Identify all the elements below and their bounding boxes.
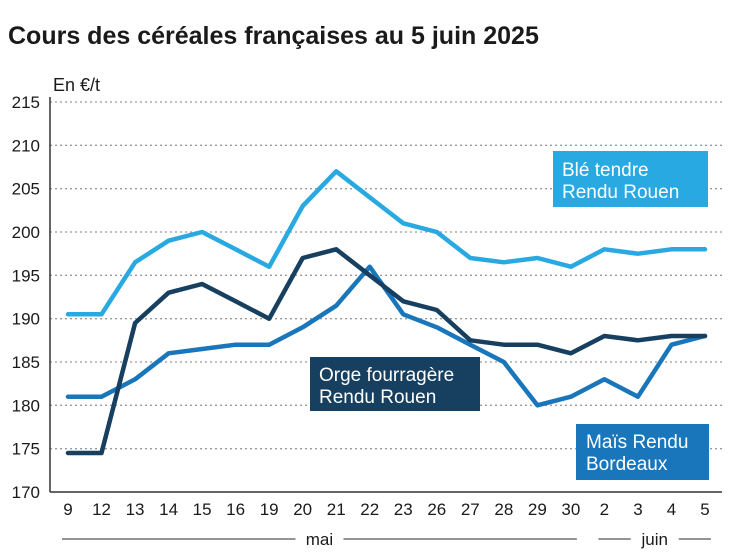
y-tick-label: 195	[12, 266, 40, 285]
month-label: juin	[640, 530, 667, 549]
month-label: mai	[306, 530, 333, 549]
x-tick-label: 27	[461, 500, 480, 519]
y-tick-label: 170	[12, 483, 40, 502]
x-tick-label: 19	[260, 500, 279, 519]
x-tick-label: 23	[394, 500, 413, 519]
x-tick-label: 4	[667, 500, 676, 519]
y-axis-ticks: 170 175 180 185 190 195 200 205 210 215	[12, 93, 40, 502]
x-tick-label: 15	[193, 500, 212, 519]
x-tick-label: 3	[633, 500, 642, 519]
y-tick-label: 185	[12, 353, 40, 372]
series-line-0	[65, 169, 708, 317]
series-label-box-0	[553, 151, 708, 207]
x-tick-label: 28	[494, 500, 513, 519]
series-label-box-1	[310, 357, 480, 411]
series-label-text: Bordeaux	[586, 454, 668, 475]
x-tick-label: 29	[528, 500, 547, 519]
y-tick-label: 210	[12, 136, 40, 155]
x-tick-label: 5	[700, 500, 709, 519]
x-axis: 9 12 13 14 15 16 19 20 21 22 23 26 27 28 29 30 2 3 4 5	[63, 500, 709, 519]
series-label-text: Rendu Rouen	[562, 182, 679, 203]
series-label-text: Maïs Rendu	[586, 432, 688, 453]
x-tick-label: 22	[360, 500, 379, 519]
y-tick-label: 180	[12, 396, 40, 415]
series-label-box-2	[576, 424, 709, 480]
series-label-text: Blé tendre	[562, 160, 649, 181]
series-lines	[65, 169, 708, 456]
x-tick-label: 30	[561, 500, 580, 519]
x-tick-label: 12	[92, 500, 111, 519]
month-bands: mai juin	[62, 530, 711, 549]
x-tick-label: 26	[427, 500, 446, 519]
chart-title: Cours des céréales françaises au 5 juin …	[8, 22, 539, 50]
x-tick-label: 9	[63, 500, 72, 519]
y-tick-label: 205	[12, 180, 40, 199]
x-tick-label: 16	[226, 500, 245, 519]
series-label-text: Rendu Rouen	[319, 387, 436, 408]
series-label-text: Orge fourragère	[319, 365, 454, 386]
gridlines	[49, 97, 722, 493]
y-tick-label: 200	[12, 223, 40, 242]
y-tick-label: 175	[12, 440, 40, 459]
y-tick-label: 190	[12, 310, 40, 329]
x-tick-label: 21	[327, 500, 346, 519]
series-line-1	[65, 247, 708, 456]
y-tick-label: 215	[12, 93, 40, 112]
x-tick-label: 20	[293, 500, 312, 519]
x-tick-label: 13	[126, 500, 145, 519]
y-axis-unit-label: En €/t	[53, 75, 100, 95]
x-tick-label: 14	[159, 500, 178, 519]
x-tick-label: 2	[600, 500, 609, 519]
